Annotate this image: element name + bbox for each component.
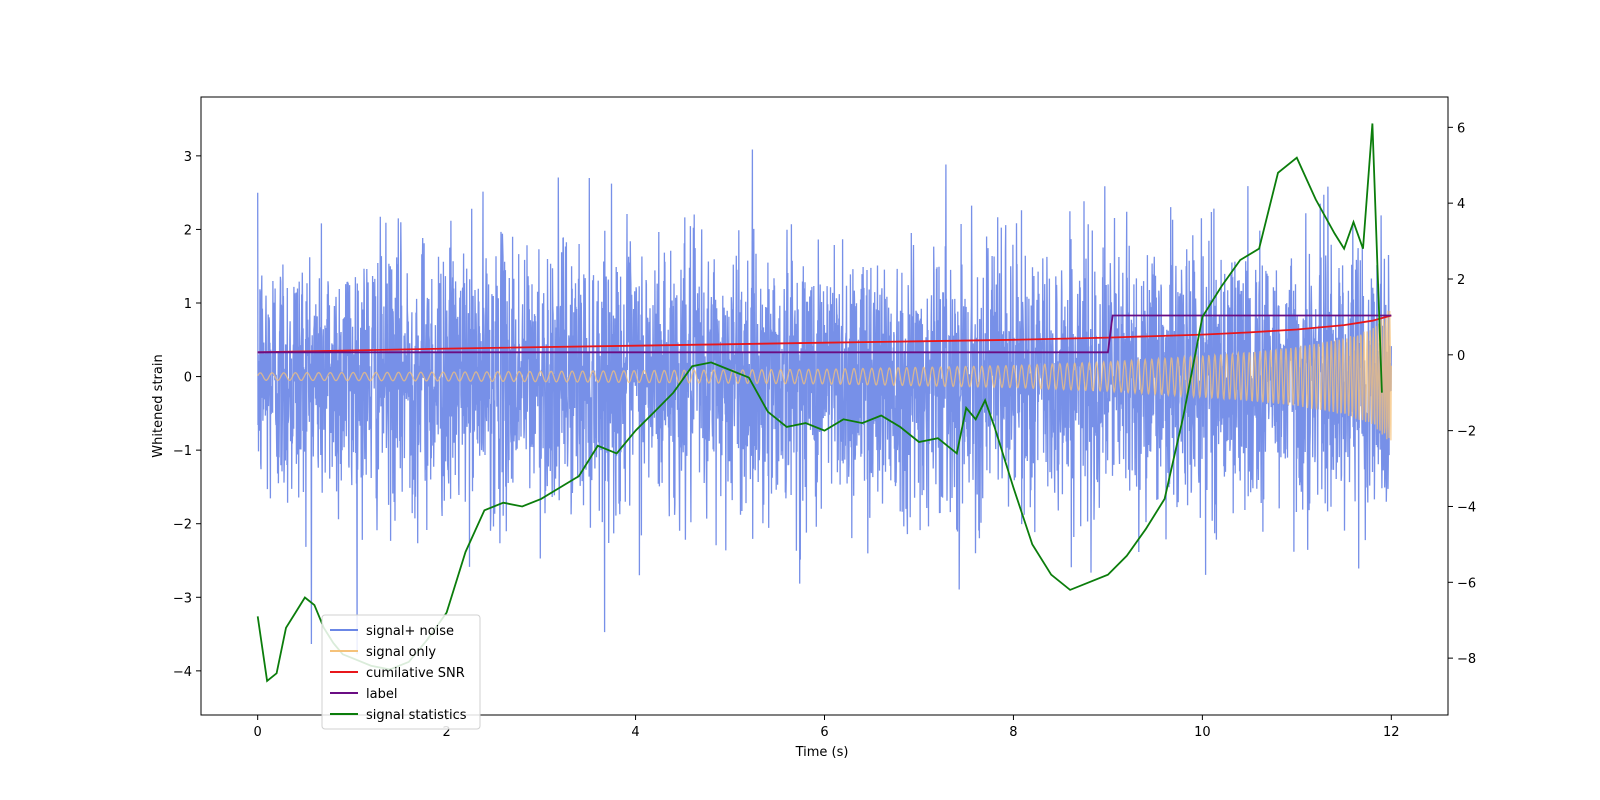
series-signal-only xyxy=(257,310,1392,441)
y-tick-label: 3 xyxy=(184,150,192,165)
legend-entry: signal+ noise xyxy=(366,624,454,639)
y-tick-label: −1 xyxy=(173,444,192,459)
y2-tick-label: −2 xyxy=(1457,425,1476,440)
y-tick-label: −3 xyxy=(173,591,192,606)
legend: signal+ noise signal only cumilative SNR la… xyxy=(321,614,481,730)
legend-entry: label xyxy=(366,687,397,702)
x-axis-label: Time (s) xyxy=(795,745,849,760)
y-axis-label: Whitened strain xyxy=(151,354,166,457)
x-tick-label: 12 xyxy=(1383,725,1400,740)
series-signal-noise xyxy=(257,149,1392,655)
legend-entry: signal only xyxy=(366,645,436,660)
series-layer xyxy=(256,123,1392,683)
y2-tick-label: −6 xyxy=(1457,576,1476,591)
y-tick-label: −4 xyxy=(173,665,192,680)
series-cumilative-snr xyxy=(257,314,1392,354)
x-tick-label: 6 xyxy=(820,725,828,740)
legend-box xyxy=(321,614,481,730)
legend-entry: cumilative SNR xyxy=(366,666,465,681)
legend-entry: signal statistics xyxy=(366,708,467,723)
x-tick-label: 10 xyxy=(1194,725,1211,740)
y-tick-label: 1 xyxy=(184,297,192,312)
y-tick-label: 2 xyxy=(184,223,192,238)
x-tick-label: 2 xyxy=(442,725,450,740)
x-tick-label: 0 xyxy=(254,725,262,740)
y-tick-label: −2 xyxy=(173,518,192,533)
y2-tick-label: 6 xyxy=(1457,121,1465,136)
y2-tick-label: −4 xyxy=(1457,500,1476,515)
x-tick-label: 4 xyxy=(631,725,639,740)
series-label xyxy=(257,314,1392,354)
y2-tick-label: −8 xyxy=(1457,652,1476,667)
y2-tick-label: 4 xyxy=(1457,197,1465,212)
y2-tick-label: 0 xyxy=(1457,349,1465,364)
y-tick-label: 0 xyxy=(184,371,192,386)
y2-tick-label: 2 xyxy=(1457,273,1465,288)
x-tick-label: 8 xyxy=(1009,725,1017,740)
